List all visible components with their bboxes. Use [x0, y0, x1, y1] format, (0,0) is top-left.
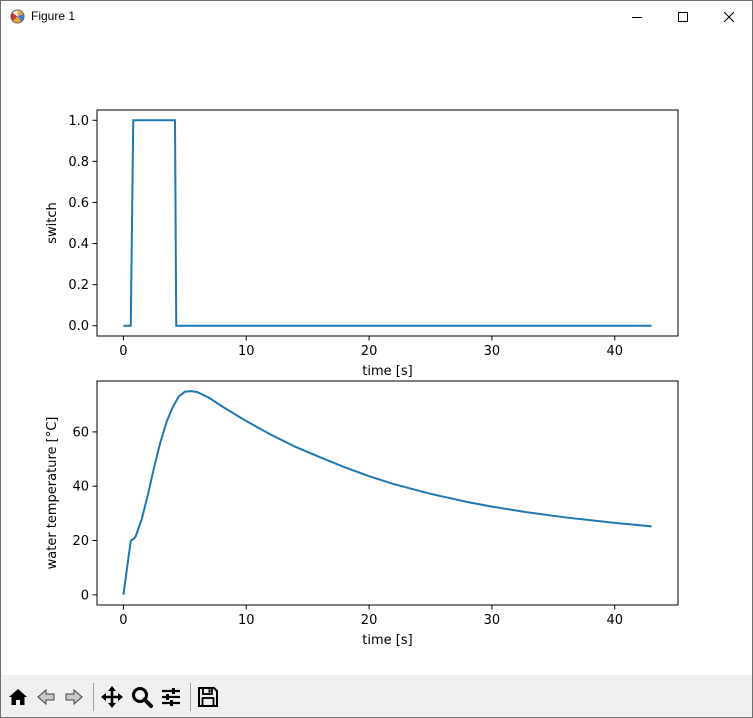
temperature-x-tick-label: 20 [361, 613, 378, 628]
temperature-plot-frame [96, 380, 679, 606]
forward-icon [65, 688, 83, 706]
switch-y-axis-label: switch [45, 202, 60, 244]
temperature-y-axis-label: water temperature [°C] [45, 417, 60, 570]
switch-plot-frame [96, 109, 679, 337]
back-button[interactable] [33, 684, 59, 710]
switch-y-tick-label: 0.8 [68, 155, 89, 170]
close-button[interactable] [706, 1, 752, 32]
pan-button[interactable] [99, 684, 125, 710]
save-button[interactable] [195, 684, 221, 710]
temperature-x-tick-label: 10 [238, 613, 255, 628]
configure-subplots-icon [162, 688, 180, 706]
save-icon [198, 687, 218, 707]
maximize-icon [678, 11, 688, 22]
switch-x-axis-label: time [s] [362, 364, 412, 379]
temperature-y-tick-label: 0 [81, 588, 89, 603]
title-bar: Figure 1 [1, 1, 752, 32]
switch-y-tick-label: 0.2 [68, 278, 89, 293]
temperature-x-tick-label: 40 [606, 613, 623, 628]
temperature-y-ticks: 0 20 40 60 [72, 425, 97, 603]
plot-figure[interactable]: 0 10 20 30 40 0.0 0.2 0.4 0.6 0.8 1.0 time [s] sw… [1, 32, 752, 673]
matplotlib-icon [9, 8, 26, 25]
switch-y-ticks: 0.0 0.2 0.4 0.6 0.8 1.0 [68, 114, 97, 334]
temperature-y-tick-label: 60 [72, 425, 89, 440]
switch-y-tick-label: 0.4 [68, 237, 89, 252]
switch-x-tick-label: 30 [484, 344, 501, 359]
switch-x-ticks: 0 10 20 30 40 [119, 336, 623, 359]
home-button[interactable] [5, 684, 31, 710]
navigation-toolbar [1, 675, 752, 717]
temperature-y-tick-label: 20 [72, 534, 89, 549]
switch-y-tick-label: 0.0 [68, 319, 89, 334]
minimize-button[interactable] [614, 1, 660, 32]
temperature-x-tick-label: 0 [119, 613, 127, 628]
maximize-button[interactable] [660, 1, 706, 32]
back-icon [37, 688, 55, 706]
configure-subplots-button[interactable] [158, 684, 184, 710]
switch-subplot: 0 10 20 30 40 0.0 0.2 0.4 0.6 0.8 1.0 time [s] sw… [45, 109, 679, 379]
toolbar-separator [93, 683, 94, 711]
forward-button[interactable] [61, 684, 87, 710]
switch-x-tick-label: 40 [606, 344, 623, 359]
home-icon [9, 689, 27, 705]
switch-y-tick-label: 1.0 [68, 114, 89, 129]
toolbar-separator [190, 683, 191, 711]
figure-canvas[interactable]: 0 10 20 30 40 0.0 0.2 0.4 0.6 0.8 1.0 time [s] sw… [1, 32, 752, 673]
switch-x-tick-label: 20 [361, 344, 378, 359]
temperature-series-line [122, 390, 652, 595]
window-title: Figure 1 [31, 9, 76, 23]
zoom-icon [132, 687, 153, 708]
temperature-x-axis-label: time [s] [362, 633, 412, 648]
switch-x-tick-label: 0 [119, 344, 127, 359]
pan-icon [101, 686, 123, 708]
temperature-subplot: 0 10 20 30 40 0 20 40 60 time [s] water tempera… [45, 380, 679, 648]
temperature-y-tick-label: 40 [72, 480, 89, 495]
temperature-x-ticks: 0 10 20 30 40 [119, 605, 623, 628]
temperature-x-tick-label: 30 [484, 613, 501, 628]
zoom-button[interactable] [129, 684, 155, 710]
switch-y-tick-label: 0.6 [68, 196, 89, 211]
switch-x-tick-label: 10 [238, 344, 255, 359]
switch-series-line [123, 119, 652, 327]
close-icon [723, 11, 735, 22]
minimize-icon [632, 16, 642, 18]
